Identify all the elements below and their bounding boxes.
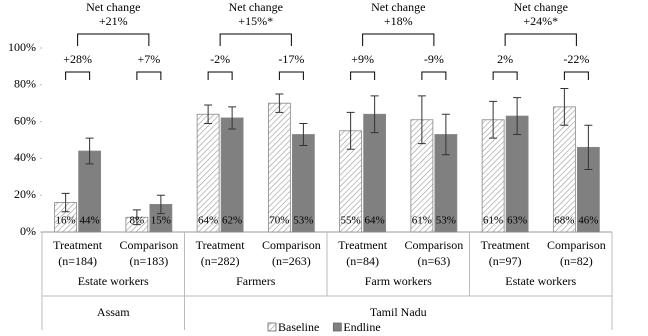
pair-change: -22% <box>563 52 589 66</box>
y-tick-label: 0% <box>20 224 36 238</box>
error-bar <box>85 137 94 165</box>
net-bracket <box>77 33 150 46</box>
value-label: 61% <box>412 215 432 227</box>
y-tick-label: 40% <box>14 150 36 164</box>
error-bar <box>204 104 213 124</box>
pair-bracket <box>65 71 91 80</box>
error-bar <box>275 93 284 113</box>
pair-change: +7% <box>137 52 160 66</box>
pair-change: -17% <box>278 52 304 66</box>
x-tick-label: Comparison <box>262 238 321 252</box>
pair-change: +28% <box>63 52 92 66</box>
pair-bracket <box>350 71 376 80</box>
net-change-label: Net change <box>229 0 283 14</box>
error-bar <box>346 111 355 150</box>
value-label: 46% <box>578 215 598 227</box>
legend-swatch <box>267 322 277 332</box>
error-bar <box>584 124 593 170</box>
error-bar <box>228 106 237 130</box>
value-label: 62% <box>222 215 242 227</box>
legend-label: Baseline <box>278 320 319 334</box>
bar <box>267 102 291 233</box>
region-label: Assam <box>97 305 130 319</box>
error-bar <box>513 97 522 135</box>
error-bar <box>417 95 426 145</box>
sample-size: (n=263) <box>272 254 311 268</box>
y-tick-label: 60% <box>14 113 36 127</box>
pair-bracket <box>278 71 304 80</box>
error-bar <box>156 194 165 215</box>
value-label: 64% <box>365 215 385 227</box>
error-bar <box>299 122 308 147</box>
x-tick-label: Treatment <box>338 238 388 252</box>
group-label: Estate workers <box>78 274 149 288</box>
value-label: 53% <box>293 215 313 227</box>
y-tick-label: 20% <box>14 187 36 201</box>
pair-bracket <box>136 71 162 80</box>
error-bar <box>441 113 450 156</box>
legend-swatch <box>332 322 342 332</box>
x-tick-label: Comparison <box>405 238 464 252</box>
value-label: 15% <box>151 215 171 227</box>
pair-bracket <box>492 71 518 80</box>
x-tick-label: Comparison <box>120 238 179 252</box>
sample-size: (n=183) <box>129 254 168 268</box>
error-bar <box>132 209 141 226</box>
region-label: Tamil Nadu <box>370 305 427 319</box>
x-tick-label: Treatment <box>481 238 531 252</box>
net-change-value: +24%* <box>523 14 558 28</box>
value-label: 70% <box>269 215 289 227</box>
pair-bracket <box>421 71 447 80</box>
x-tick-label: Comparison <box>547 238 606 252</box>
sample-size: (n=82) <box>560 254 593 268</box>
value-label: 64% <box>198 215 218 227</box>
net-change-value: +18% <box>384 14 413 28</box>
sample-size: (n=84) <box>346 254 379 268</box>
y-tick-label: 100% <box>8 40 36 54</box>
net-change-label: Net change <box>371 0 425 14</box>
pair-change: -2% <box>210 52 230 66</box>
error-bar <box>489 100 498 139</box>
y-tick-label: 80% <box>14 77 36 91</box>
value-label: 16% <box>56 215 76 227</box>
group-label: Farm workers <box>365 274 432 288</box>
value-label: 63% <box>507 215 527 227</box>
value-label: 44% <box>80 215 100 227</box>
pair-change: +9% <box>351 52 374 66</box>
net-change-value: +21% <box>99 14 128 28</box>
legend-label: Endline <box>343 320 380 334</box>
group-label: Estate workers <box>505 274 576 288</box>
group-label: Farmers <box>236 274 276 288</box>
net-bracket <box>362 33 435 46</box>
value-label: 53% <box>436 215 456 227</box>
value-label: 68% <box>554 215 574 227</box>
x-tick-label: Treatment <box>53 238 103 252</box>
net-bracket <box>219 33 292 46</box>
pair-change: -9% <box>424 52 444 66</box>
pair-bracket <box>207 71 233 80</box>
value-label: 8% <box>130 215 145 227</box>
net-change-label: Net change <box>514 0 568 14</box>
pair-change: 2% <box>497 52 513 66</box>
pair-bracket <box>563 71 589 80</box>
sample-size: (n=63) <box>417 254 450 268</box>
sample-size: (n=282) <box>201 254 240 268</box>
value-label: 55% <box>341 215 361 227</box>
x-tick-label: Treatment <box>196 238 246 252</box>
error-bar <box>560 87 569 126</box>
error-bar <box>370 95 379 134</box>
net-bracket <box>504 33 577 46</box>
sample-size: (n=184) <box>58 254 97 268</box>
error-bar <box>61 192 70 213</box>
net-change-label: Net change <box>86 0 140 14</box>
value-label: 61% <box>483 215 503 227</box>
sample-size: (n=97) <box>489 254 522 268</box>
net-change-value: +15%* <box>238 14 273 28</box>
